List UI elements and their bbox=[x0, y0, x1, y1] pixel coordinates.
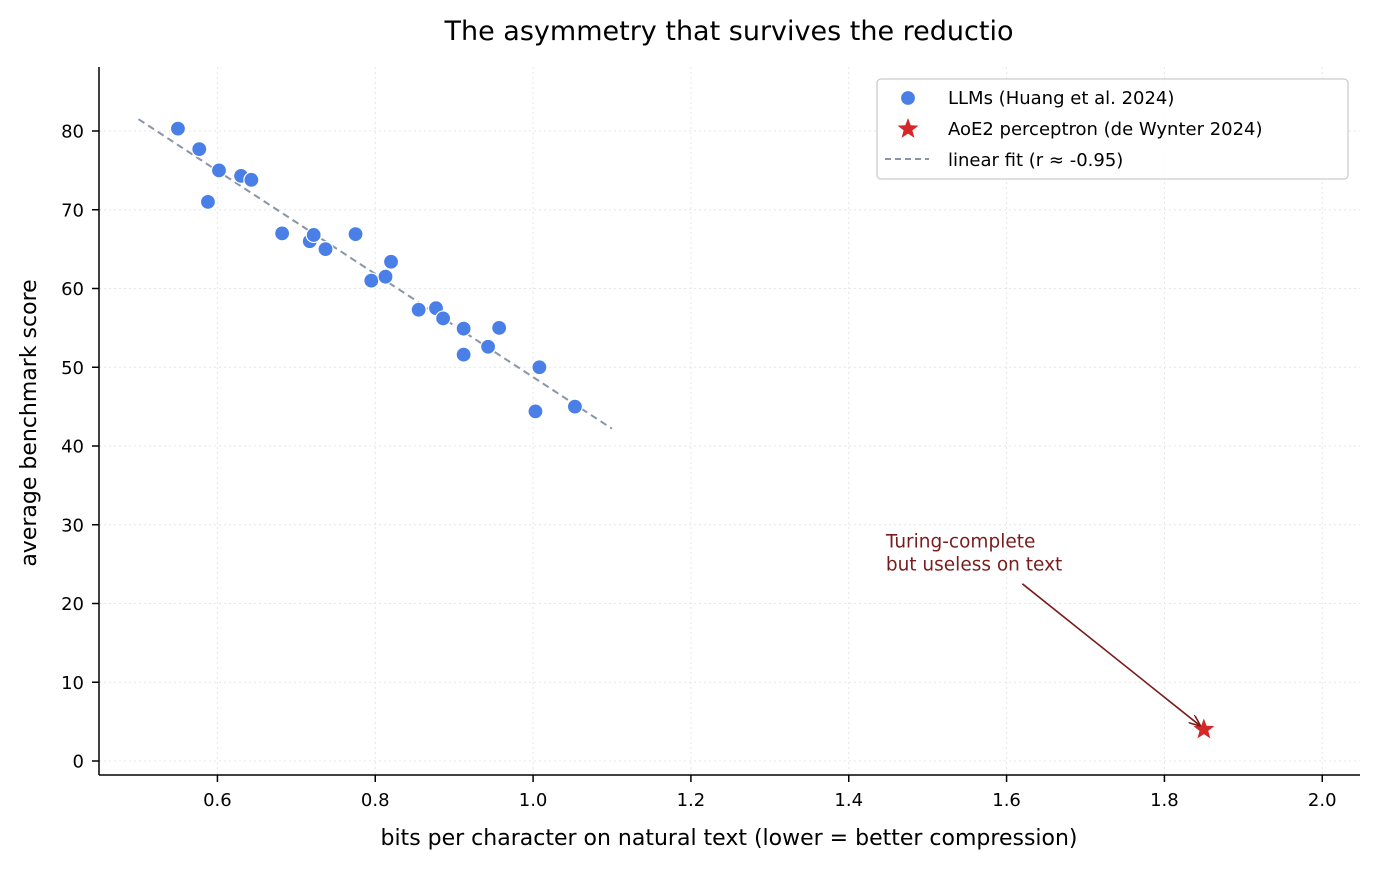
llm-point bbox=[377, 268, 394, 285]
y-tick-label: 10 bbox=[61, 673, 84, 694]
annotation-text-line: but useless on text bbox=[886, 554, 1062, 575]
y-axis-label: average benchmark score bbox=[17, 279, 42, 566]
x-axis-ticks: 0.6 0.8 1.0 1.2 1.4 1.6 1.8 2.0 bbox=[203, 775, 1337, 811]
x-tick-label: 1.6 bbox=[992, 790, 1021, 811]
x-tick-label: 1.2 bbox=[677, 790, 706, 811]
legend: LLMs (Huang et al. 2024) AoE2 perceptron… bbox=[876, 78, 1349, 180]
llm-point bbox=[305, 226, 322, 244]
llm-point bbox=[243, 171, 260, 188]
chart-title: The asymmetry that survives the reductio bbox=[444, 16, 1014, 47]
x-tick-label: 1.8 bbox=[1150, 790, 1179, 811]
data-points bbox=[169, 120, 1215, 739]
x-tick-label: 1.4 bbox=[834, 790, 863, 811]
y-axis-ticks: 0 10 20 30 40 50 60 70 80 bbox=[61, 122, 99, 773]
legend-fit-label: linear fit (r ≈ -0.95) bbox=[948, 150, 1123, 171]
x-tick-label: 0.6 bbox=[203, 790, 232, 811]
llm-point bbox=[410, 301, 427, 318]
llm-point bbox=[527, 403, 544, 420]
llm-point bbox=[169, 120, 187, 137]
x-tick-label: 0.8 bbox=[361, 790, 390, 811]
annotation-text-line: Turing-complete bbox=[885, 531, 1036, 552]
llm-point bbox=[480, 338, 497, 355]
llm-point bbox=[455, 320, 472, 337]
y-tick-label: 30 bbox=[61, 515, 84, 536]
llm-point bbox=[317, 241, 334, 258]
legend-frame bbox=[876, 78, 1349, 180]
llm-point bbox=[491, 319, 508, 336]
annotation-arrow bbox=[1021, 583, 1200, 726]
llm-point bbox=[210, 162, 228, 179]
llm-point bbox=[566, 398, 584, 415]
y-tick-label: 80 bbox=[61, 122, 84, 143]
grid bbox=[99, 67, 1360, 775]
llm-point bbox=[363, 272, 380, 289]
x-tick-label: 2.0 bbox=[1308, 790, 1337, 811]
legend-aoe-marker bbox=[897, 118, 919, 138]
llm-point bbox=[199, 193, 217, 210]
aoe-perceptron-point bbox=[1193, 718, 1215, 739]
y-tick-label: 70 bbox=[61, 200, 84, 221]
y-tick-label: 20 bbox=[61, 594, 84, 615]
x-tick-label: 1.0 bbox=[519, 790, 548, 811]
llm-point bbox=[347, 226, 364, 243]
llm-point bbox=[382, 253, 400, 270]
y-tick-label: 40 bbox=[61, 437, 84, 458]
llm-point bbox=[455, 346, 472, 363]
legend-llm-label: LLMs (Huang et al. 2024) bbox=[948, 88, 1174, 109]
llm-point bbox=[435, 310, 452, 327]
llm-point bbox=[191, 141, 208, 158]
y-tick-label: 0 bbox=[73, 752, 84, 773]
legend-llm-marker bbox=[899, 89, 917, 107]
llm-point bbox=[274, 225, 291, 242]
llm-point bbox=[531, 359, 548, 376]
legend-aoe-label: AoE2 perceptron (de Wynter 2024) bbox=[948, 119, 1263, 140]
y-tick-label: 60 bbox=[61, 279, 84, 300]
x-axis-label: bits per character on natural text (lowe… bbox=[380, 826, 1077, 851]
y-tick-label: 50 bbox=[61, 358, 84, 379]
